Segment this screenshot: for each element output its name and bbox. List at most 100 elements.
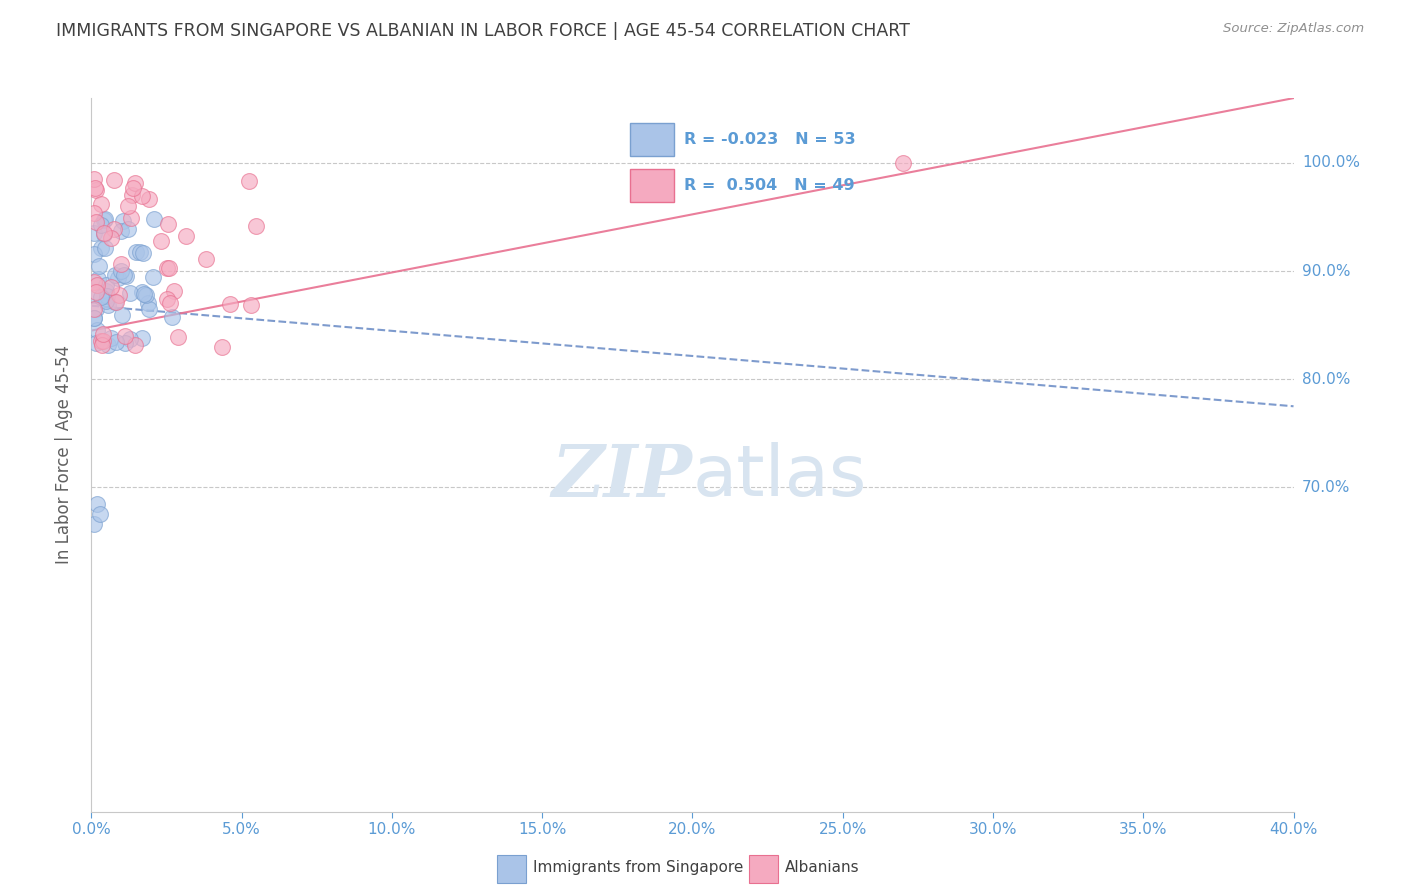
Point: [160, 310, 183, 324]
Point: [100, 231, 122, 245]
Point: [135, 288, 157, 302]
Point: [124, 244, 146, 259]
Point: [87, 260, 110, 274]
Point: [86, 497, 108, 511]
Point: [107, 271, 129, 285]
Point: [90, 290, 112, 304]
Point: [111, 308, 134, 322]
Point: [86, 183, 108, 197]
Point: [121, 188, 143, 202]
Point: [86, 302, 108, 317]
Text: atlas: atlas: [692, 442, 868, 511]
Point: [97, 338, 120, 352]
Point: [84, 215, 107, 229]
Point: [89, 508, 111, 522]
Point: [84, 181, 107, 195]
Point: [118, 332, 141, 346]
Point: [86, 323, 108, 337]
Point: [131, 330, 153, 344]
Point: [100, 331, 122, 345]
Point: [131, 188, 153, 202]
Point: [132, 245, 155, 260]
Point: [219, 297, 242, 311]
Point: [104, 295, 127, 310]
Text: ZIP: ZIP: [551, 441, 692, 512]
Point: [114, 268, 136, 282]
Point: [83, 287, 105, 301]
Point: [114, 328, 136, 343]
Point: [90, 197, 112, 211]
Point: [91, 326, 114, 341]
Point: [84, 336, 107, 351]
Text: Immigrants from Singapore: Immigrants from Singapore: [533, 860, 742, 875]
Point: [142, 270, 165, 285]
Point: [110, 264, 132, 278]
Point: [100, 279, 122, 293]
Point: [211, 340, 233, 354]
Point: [90, 218, 112, 232]
Point: [87, 272, 110, 286]
Point: [117, 199, 139, 213]
FancyBboxPatch shape: [496, 855, 526, 883]
Point: [891, 156, 914, 170]
Point: [108, 288, 131, 302]
Point: [83, 311, 105, 326]
Point: [149, 235, 172, 249]
Point: [138, 301, 160, 316]
Point: [112, 214, 135, 228]
Text: IMMIGRANTS FROM SINGAPORE VS ALBANIAN IN LABOR FORCE | AGE 45-54 CORRELATION CHA: IMMIGRANTS FROM SINGAPORE VS ALBANIAN IN…: [56, 22, 910, 40]
Point: [163, 284, 186, 298]
Point: [110, 223, 132, 237]
FancyBboxPatch shape: [748, 855, 778, 883]
Point: [174, 228, 197, 243]
Point: [124, 176, 146, 190]
Point: [104, 268, 127, 282]
Point: [83, 171, 105, 186]
Point: [138, 192, 160, 206]
Point: [94, 294, 117, 309]
Point: [110, 257, 132, 271]
Point: [117, 222, 139, 236]
Point: [156, 217, 179, 231]
Point: [103, 222, 125, 236]
Point: [97, 298, 120, 312]
Point: [114, 336, 136, 351]
Point: [167, 329, 190, 343]
Point: [120, 211, 142, 225]
Point: [238, 174, 260, 188]
Point: [103, 172, 125, 186]
Text: 70.0%: 70.0%: [1302, 480, 1350, 495]
Point: [156, 261, 179, 276]
Point: [159, 296, 181, 310]
Text: 90.0%: 90.0%: [1302, 264, 1350, 278]
Point: [134, 286, 156, 301]
Point: [90, 334, 112, 348]
Point: [83, 302, 105, 317]
Point: [114, 269, 136, 284]
Point: [83, 205, 105, 219]
Point: [83, 310, 105, 325]
Point: [83, 275, 105, 289]
Point: [83, 227, 105, 241]
Point: [90, 338, 112, 352]
Text: Source: ZipAtlas.com: Source: ZipAtlas.com: [1223, 22, 1364, 36]
Point: [93, 226, 115, 240]
Point: [90, 241, 112, 255]
Text: 80.0%: 80.0%: [1302, 372, 1350, 387]
Point: [129, 245, 152, 260]
Point: [245, 219, 267, 234]
Point: [104, 335, 127, 350]
Point: [124, 338, 146, 352]
Point: [195, 252, 218, 266]
Point: [91, 334, 114, 349]
Point: [96, 289, 118, 303]
Point: [157, 260, 180, 275]
Point: [93, 213, 115, 227]
Point: [84, 285, 107, 299]
Y-axis label: In Labor Force | Age 45-54: In Labor Force | Age 45-54: [55, 345, 73, 565]
Point: [86, 277, 108, 292]
Point: [143, 212, 166, 227]
Point: [118, 285, 141, 300]
Point: [240, 297, 263, 311]
Point: [93, 227, 115, 241]
